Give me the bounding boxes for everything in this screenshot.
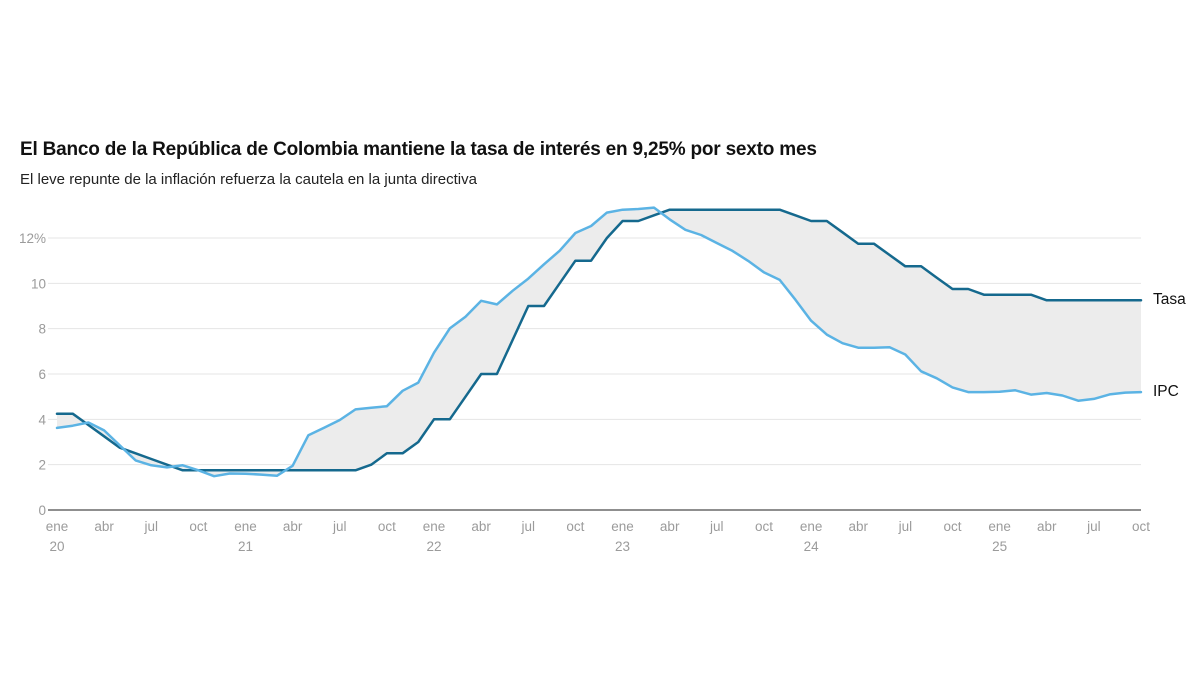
x-tick-label-4: ene (234, 519, 257, 534)
y-tick-label-0: 0 (38, 503, 46, 518)
x-tick-label-8: ene (423, 519, 446, 534)
x-tick-label-15: oct (755, 519, 773, 534)
x-tick-label-11: oct (566, 519, 584, 534)
x-tick-label-14: jul (709, 519, 724, 534)
x-tick-label-23: oct (1132, 519, 1150, 534)
line-tasa (55, 208, 1143, 472)
x-tick-label-20: ene (988, 519, 1011, 534)
y-tick-label-6: 6 (38, 367, 46, 382)
x-tick-label-22: jul (1086, 519, 1101, 534)
x-tick-label-5: abr (283, 519, 303, 534)
y-tick-label-12: 12% (19, 231, 46, 246)
x-tick-label-17: abr (848, 519, 868, 534)
chart-subtitle: El leve repunte de la inflación refuerza… (20, 171, 477, 188)
x-tick-label-2: jul (144, 519, 159, 534)
x-tick-label-9: abr (471, 519, 491, 534)
y-tick-label-2: 2 (38, 458, 46, 473)
x-tick-year-22: 22 (427, 539, 442, 554)
x-tick-year-21: 21 (238, 539, 253, 554)
chart-title: El Banco de la República de Colombia man… (20, 139, 817, 160)
x-tick-year-23: 23 (615, 539, 630, 554)
y-tick-label-8: 8 (38, 322, 46, 337)
line-ipc (55, 206, 1143, 478)
x-tick-label-0: ene (46, 519, 69, 534)
x-tick-label-12: ene (611, 519, 634, 534)
tasa-ipc-gap-band (57, 207, 1141, 477)
x-tick-label-3: oct (189, 519, 207, 534)
x-tick-label-13: abr (660, 519, 680, 534)
x-tick-label-1: abr (94, 519, 114, 534)
x-tick-label-7: oct (378, 519, 396, 534)
x-tick-year-25: 25 (992, 539, 1007, 554)
legend-label-tasa: Tasa (1153, 291, 1186, 309)
x-tick-year-20: 20 (49, 539, 64, 554)
legend-label-ipc: IPC (1153, 383, 1179, 401)
x-tick-year-24: 24 (804, 539, 820, 554)
y-tick-label-10: 10 (31, 276, 46, 291)
x-tick-label-10: jul (521, 519, 536, 534)
y-tick-label-4: 4 (38, 412, 46, 427)
x-tick-label-18: jul (898, 519, 913, 534)
x-tick-label-19: oct (943, 519, 961, 534)
x-tick-label-16: ene (800, 519, 823, 534)
x-tick-label-21: abr (1037, 519, 1057, 534)
x-tick-label-6: jul (332, 519, 347, 534)
